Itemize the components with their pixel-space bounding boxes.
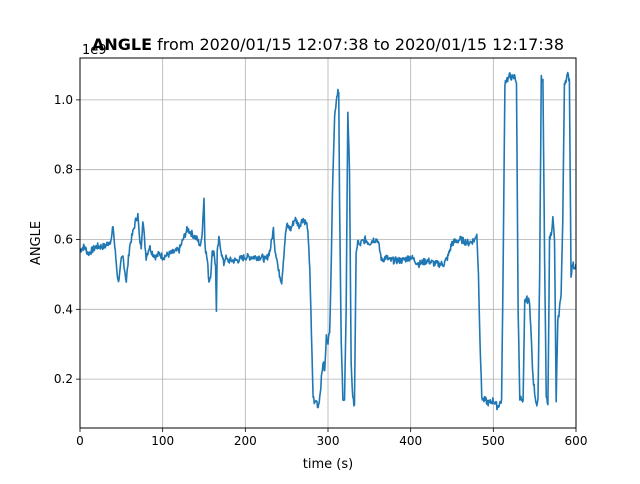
x-tick-label: 200 — [234, 434, 257, 448]
x-axis-label: time (s) — [303, 457, 353, 472]
x-tick-label: 100 — [151, 434, 174, 448]
y-axis-ticks: 0.2 0.4 0.6 0.8 1.0 — [54, 93, 80, 386]
series-line — [80, 71, 576, 411]
y-tick-label: 0.8 — [54, 163, 73, 177]
chart-title-rest: from 2020/01/15 12:07:38 to 2020/01/15 1… — [152, 35, 564, 54]
chart-title-bold: ANGLE — [92, 35, 152, 54]
chart-title: ANGLE from 2020/01/15 12:07:38 to 2020/0… — [92, 35, 564, 54]
x-tick-label: 300 — [317, 434, 340, 448]
x-tick-label: 400 — [399, 434, 422, 448]
y-offset-text: 1e9 — [82, 43, 107, 58]
y-tick-label: 1.0 — [54, 93, 73, 107]
y-axis-label: ANGLE — [29, 221, 44, 265]
y-tick-label: 0.6 — [54, 233, 73, 247]
x-tick-label: 500 — [482, 434, 505, 448]
x-tick-label: 0 — [76, 434, 84, 448]
x-tick-label: 600 — [565, 434, 588, 448]
x-axis-ticks: 0 100 200 300 400 500 600 — [76, 428, 587, 448]
y-tick-label: 0.2 — [54, 372, 73, 386]
plot-area — [80, 71, 576, 411]
y-tick-label: 0.4 — [54, 302, 73, 316]
